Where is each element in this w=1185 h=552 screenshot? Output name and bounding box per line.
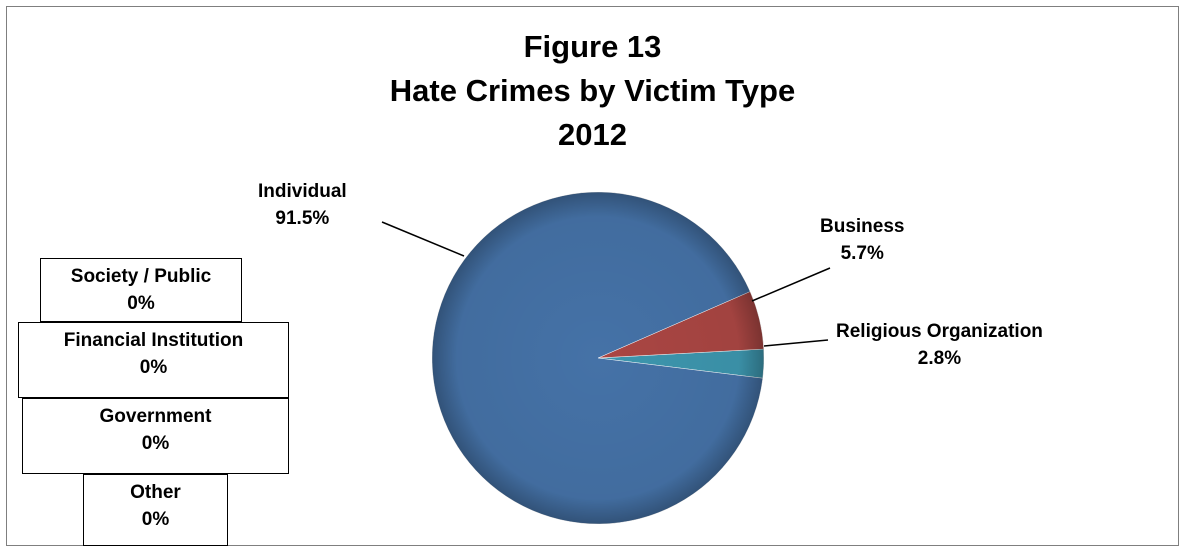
chart-title-line-2: Hate Crimes by Victim Type	[389, 73, 796, 108]
leader-line-individual	[381, 221, 465, 257]
zero-box-value: 0%	[139, 357, 168, 378]
slice-label-name: Business	[820, 216, 905, 237]
slice-label-name: Religious Organization	[836, 321, 1043, 342]
chart-title-line-3: 2012	[558, 117, 627, 152]
slice-label-name: Individual	[258, 181, 347, 202]
zero-box-label: Government	[99, 406, 212, 427]
slice-label-business: Business 5.7%	[820, 213, 904, 267]
zero-box-value: 0%	[141, 433, 170, 454]
pie-shading	[432, 192, 764, 524]
slice-label-value: 2.8%	[917, 348, 962, 369]
zero-box-financial-institution: Financial Institution 0%	[18, 322, 289, 398]
zero-box-other: Other 0%	[83, 474, 228, 546]
zero-box-value: 0%	[141, 509, 170, 530]
leader-line-religious-organization	[763, 339, 829, 347]
zero-box-society-public: Society / Public 0%	[40, 258, 242, 322]
zero-box-government: Government 0%	[22, 398, 289, 474]
zero-box-label: Society / Public	[70, 266, 212, 287]
chart-title-line-1: Figure 13	[523, 29, 662, 64]
zero-box-label: Other	[130, 482, 181, 503]
slice-label-religious-organization: Religious Organization 2.8%	[836, 318, 1043, 372]
slice-label-value: 5.7%	[840, 243, 884, 264]
slice-label-individual: Individual 91.5%	[258, 178, 347, 232]
leader-line-business	[751, 267, 831, 302]
slice-label-value: 91.5%	[275, 208, 330, 229]
zero-box-label: Financial Institution	[63, 330, 244, 351]
zero-box-value: 0%	[127, 293, 155, 314]
